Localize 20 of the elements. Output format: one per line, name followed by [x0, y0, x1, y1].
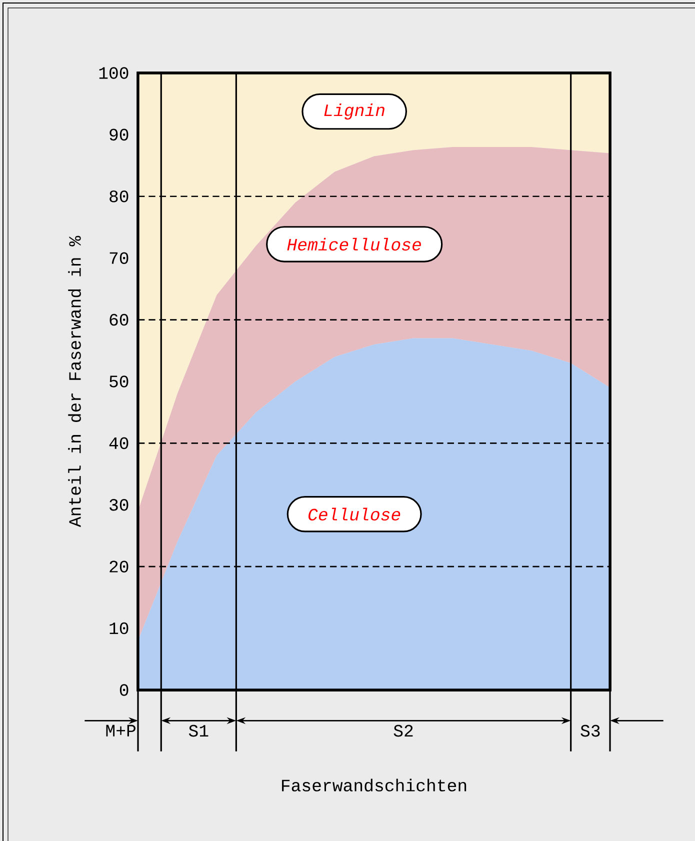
- y-tick-label: 60: [110, 314, 128, 326]
- text: S1: [188, 724, 208, 737]
- series-label: Hemicellulose: [287, 238, 421, 251]
- y-tick-label: 50: [110, 376, 128, 388]
- x-axis-title: Faserwandschichten: [282, 778, 466, 792]
- series-label: Cellulose: [308, 508, 400, 521]
- text: M+P: [106, 724, 136, 736]
- series-label: Lignin: [324, 103, 384, 120]
- y-tick-label: 100: [99, 67, 128, 79]
- y-axis-title: Anteil in der Faserwand in %: [68, 236, 81, 528]
- y-tick-label: 20: [110, 560, 128, 572]
- y-tick-label: 10: [110, 622, 128, 634]
- text: S3: [580, 724, 600, 737]
- y-tick-label: 80: [110, 190, 128, 202]
- y-tick-label: 70: [110, 252, 128, 264]
- y-tick-label: 90: [110, 128, 128, 141]
- y-tick-label: 30: [110, 499, 128, 511]
- y-tick-label: 0: [120, 684, 128, 696]
- text: S2: [394, 724, 413, 737]
- y-tick-label: 40: [109, 437, 128, 450]
